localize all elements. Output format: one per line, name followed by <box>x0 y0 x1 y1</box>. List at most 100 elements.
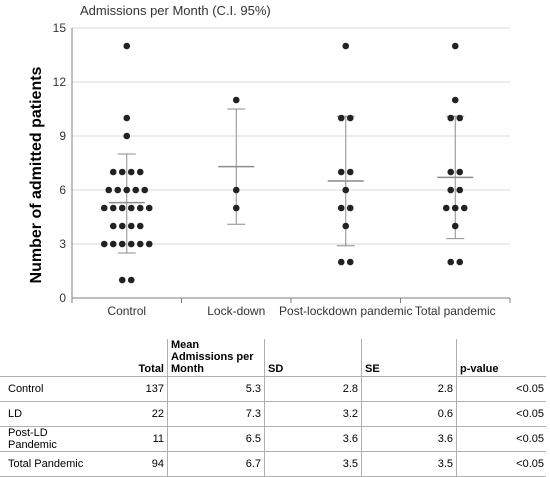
row-label: Post-LD Pandemic <box>8 427 57 451</box>
data-point <box>442 204 450 212</box>
data-point <box>447 114 455 122</box>
tick-labels: 0 3 6 9 12 15 Control Lock-down Post-lockdown pa… <box>53 21 496 318</box>
data-point <box>127 240 135 248</box>
y-tick-label: 12 <box>53 75 67 89</box>
data-point <box>447 186 455 194</box>
table-row: LD 22 7.3 3.2 0.6 <0.05 <box>0 401 546 427</box>
cell-mean: 6.5 <box>167 426 265 452</box>
data-point <box>100 204 108 212</box>
cell-p-value: <0.05 <box>516 408 544 420</box>
data-point <box>118 240 126 248</box>
data-point <box>346 258 354 266</box>
data-point <box>337 258 345 266</box>
cell-sd: 3.6 <box>264 426 362 452</box>
data-point <box>451 204 459 212</box>
header-total: Total <box>93 339 168 377</box>
data-point <box>232 186 240 194</box>
x-tick-label: Total pandemic <box>415 304 496 318</box>
data-point <box>123 186 131 194</box>
data-point <box>451 96 459 104</box>
x-tick-label: Control <box>107 304 146 318</box>
data-point <box>456 114 464 122</box>
statistics-table: Total Mean Admissions per Month SD SE p-… <box>0 339 546 477</box>
data-point <box>451 42 459 50</box>
cell-mean: 6.7 <box>167 451 265 477</box>
table-row: Total Pandemic 94 6.7 3.5 3.5 <0.05 <box>0 451 546 477</box>
cell-se: 2.8 <box>361 376 457 402</box>
data-point <box>127 276 135 284</box>
x-tick-label: Lock-down <box>207 304 265 318</box>
y-tick-label: 3 <box>59 237 66 251</box>
data-point <box>123 42 131 50</box>
cell-total: 137 <box>93 376 168 402</box>
y-tick-label: 0 <box>59 291 66 305</box>
cell-sd: 3.5 <box>264 451 362 477</box>
cell-sd: 3.2 <box>264 401 362 427</box>
cell-p-value: <0.05 <box>516 458 544 470</box>
data-point <box>136 168 144 176</box>
error-bars <box>108 108 474 254</box>
header-se: SE <box>361 339 457 377</box>
data-point <box>123 114 131 122</box>
x-tick-label: Post-lockdown pandemic <box>279 304 412 318</box>
data-point <box>136 222 144 230</box>
data-point <box>109 222 117 230</box>
table-row: Control 137 5.3 2.8 2.8 <0.05 <box>0 376 546 402</box>
data-point <box>118 222 126 230</box>
data-point <box>132 186 140 194</box>
cell-mean: 5.3 <box>167 376 265 402</box>
data-point <box>109 240 117 248</box>
table-header-row: Total Mean Admissions per Month SD SE p-… <box>0 339 546 377</box>
data-point <box>337 114 345 122</box>
data-point <box>118 204 126 212</box>
data-point <box>109 204 117 212</box>
cell-total: 94 <box>93 451 168 477</box>
data-point <box>447 168 455 176</box>
header-sd: SD <box>264 339 362 377</box>
grid-lines <box>72 27 510 245</box>
data-point <box>337 168 345 176</box>
data-point <box>456 186 464 194</box>
data-point <box>136 240 144 248</box>
table-row: Post-LD Pandemic 11 6.5 3.6 3.6 <0.05 <box>0 426 546 452</box>
data-points <box>100 42 468 284</box>
data-point <box>337 204 345 212</box>
cell-sd: 2.8 <box>264 376 362 402</box>
data-point <box>342 222 350 230</box>
cell-se: 3.5 <box>361 451 457 477</box>
cell-p-value: <0.05 <box>516 433 544 445</box>
data-point <box>105 186 113 194</box>
data-point <box>145 240 153 248</box>
data-point <box>346 114 354 122</box>
data-point <box>346 168 354 176</box>
data-point <box>127 168 135 176</box>
data-point <box>109 168 117 176</box>
data-point <box>451 222 459 230</box>
axes <box>71 28 511 303</box>
data-point <box>232 204 240 212</box>
cell-se: 3.6 <box>361 426 457 452</box>
data-point <box>136 204 144 212</box>
data-point <box>456 258 464 266</box>
data-point <box>100 240 108 248</box>
data-point <box>127 204 135 212</box>
header-p-value: p-value <box>460 363 499 375</box>
data-point <box>460 204 468 212</box>
y-tick-label: 15 <box>53 21 67 35</box>
data-point <box>447 258 455 266</box>
row-label: Control <box>8 383 44 395</box>
row-label: LD <box>8 408 23 420</box>
data-point <box>141 186 149 194</box>
data-point <box>145 204 153 212</box>
y-tick-label: 9 <box>59 129 66 143</box>
data-point <box>127 222 135 230</box>
data-point <box>114 186 122 194</box>
cell-total: 22 <box>93 401 168 427</box>
y-tick-label: 6 <box>59 183 66 197</box>
data-point <box>232 96 240 104</box>
row-label: Total Pandemic <box>8 458 84 470</box>
data-point <box>123 132 131 140</box>
data-point <box>342 42 350 50</box>
data-point <box>118 168 126 176</box>
admissions-chart: Admissions per Month (C.I. 95%) Number o… <box>28 3 511 318</box>
